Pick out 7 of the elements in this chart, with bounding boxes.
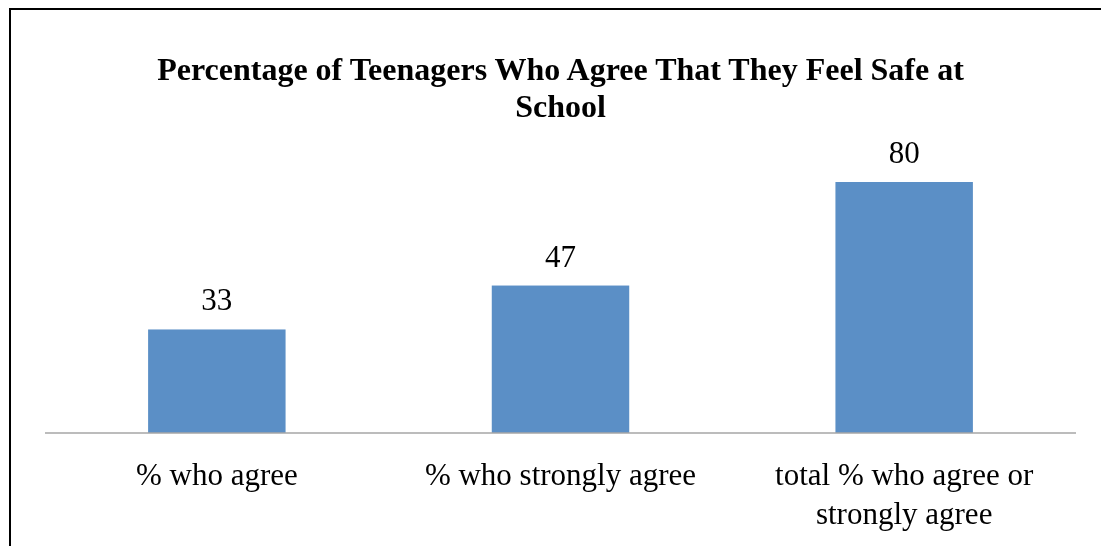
- data-label: 33: [201, 282, 233, 318]
- x-tick-label: % who strongly agree: [424, 457, 697, 492]
- x-tick-label: % who agree: [135, 457, 298, 492]
- chart-title: Percentage of Teenagers Who Agree That They Feel Safe at School: [157, 51, 965, 124]
- data-label: 80: [888, 135, 920, 170]
- x-tick-label: total % who agree or strongly agree: [775, 457, 1034, 531]
- data-label: 47: [545, 238, 576, 274]
